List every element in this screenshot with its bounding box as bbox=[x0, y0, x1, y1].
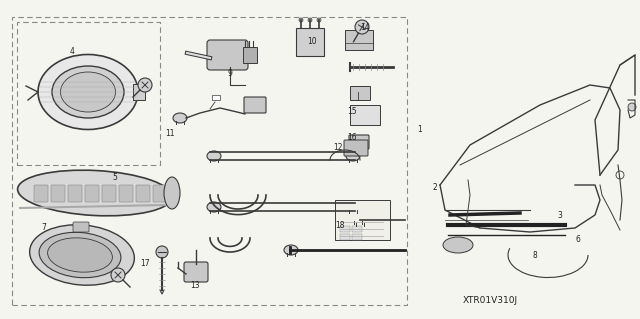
Text: 8: 8 bbox=[532, 250, 538, 259]
Circle shape bbox=[138, 78, 152, 92]
FancyBboxPatch shape bbox=[243, 47, 257, 63]
Ellipse shape bbox=[39, 232, 121, 278]
Text: XTR01V310J: XTR01V310J bbox=[463, 296, 518, 305]
Text: 13: 13 bbox=[190, 280, 200, 290]
Circle shape bbox=[628, 103, 636, 111]
Ellipse shape bbox=[353, 215, 367, 225]
Text: 2: 2 bbox=[433, 183, 437, 192]
Ellipse shape bbox=[52, 66, 124, 118]
FancyBboxPatch shape bbox=[349, 135, 369, 149]
FancyBboxPatch shape bbox=[244, 97, 266, 113]
FancyBboxPatch shape bbox=[34, 185, 48, 202]
Bar bbox=[133, 84, 145, 100]
FancyBboxPatch shape bbox=[68, 185, 82, 202]
Ellipse shape bbox=[207, 202, 221, 212]
Text: 16: 16 bbox=[347, 132, 357, 142]
Ellipse shape bbox=[173, 113, 187, 123]
Ellipse shape bbox=[17, 170, 172, 216]
Text: 15: 15 bbox=[347, 108, 357, 116]
Text: 1: 1 bbox=[418, 125, 422, 135]
Bar bbox=[12, 17, 407, 305]
Ellipse shape bbox=[284, 245, 298, 255]
Ellipse shape bbox=[61, 72, 115, 112]
Text: 4: 4 bbox=[70, 48, 74, 56]
FancyBboxPatch shape bbox=[51, 185, 65, 202]
Text: 7: 7 bbox=[42, 224, 47, 233]
Ellipse shape bbox=[29, 225, 134, 285]
Ellipse shape bbox=[207, 151, 221, 161]
Text: 10: 10 bbox=[307, 38, 317, 47]
FancyBboxPatch shape bbox=[85, 185, 99, 202]
Ellipse shape bbox=[47, 238, 113, 272]
Bar bbox=[335, 200, 390, 240]
Circle shape bbox=[111, 268, 125, 282]
Bar bbox=[340, 226, 350, 232]
Ellipse shape bbox=[346, 202, 360, 212]
Bar bbox=[17, 22, 160, 165]
FancyBboxPatch shape bbox=[296, 28, 324, 56]
Bar bbox=[352, 226, 362, 232]
Bar bbox=[212, 95, 220, 100]
Text: 12: 12 bbox=[333, 143, 343, 152]
Circle shape bbox=[156, 246, 168, 258]
Circle shape bbox=[299, 18, 303, 22]
Circle shape bbox=[308, 18, 312, 22]
FancyBboxPatch shape bbox=[344, 140, 368, 156]
Text: 17: 17 bbox=[140, 258, 150, 268]
Ellipse shape bbox=[443, 237, 473, 253]
Ellipse shape bbox=[38, 55, 138, 130]
FancyBboxPatch shape bbox=[153, 185, 167, 202]
Text: 3: 3 bbox=[557, 211, 563, 219]
FancyBboxPatch shape bbox=[119, 185, 133, 202]
Ellipse shape bbox=[164, 177, 180, 209]
FancyBboxPatch shape bbox=[184, 262, 208, 282]
Circle shape bbox=[355, 20, 369, 34]
Text: 11: 11 bbox=[165, 129, 175, 137]
FancyBboxPatch shape bbox=[345, 30, 373, 50]
FancyBboxPatch shape bbox=[102, 185, 116, 202]
Bar bbox=[350, 105, 380, 125]
Circle shape bbox=[317, 18, 321, 22]
Text: 18: 18 bbox=[335, 220, 345, 229]
Bar bbox=[340, 234, 350, 240]
Bar bbox=[352, 234, 362, 240]
Ellipse shape bbox=[351, 213, 365, 223]
FancyBboxPatch shape bbox=[73, 222, 89, 232]
Text: 5: 5 bbox=[113, 174, 117, 182]
FancyBboxPatch shape bbox=[350, 86, 370, 100]
FancyBboxPatch shape bbox=[207, 40, 248, 70]
FancyBboxPatch shape bbox=[136, 185, 150, 202]
Text: 9: 9 bbox=[228, 69, 232, 78]
Ellipse shape bbox=[346, 151, 360, 161]
Text: 14: 14 bbox=[360, 23, 370, 32]
Text: 6: 6 bbox=[575, 235, 580, 244]
